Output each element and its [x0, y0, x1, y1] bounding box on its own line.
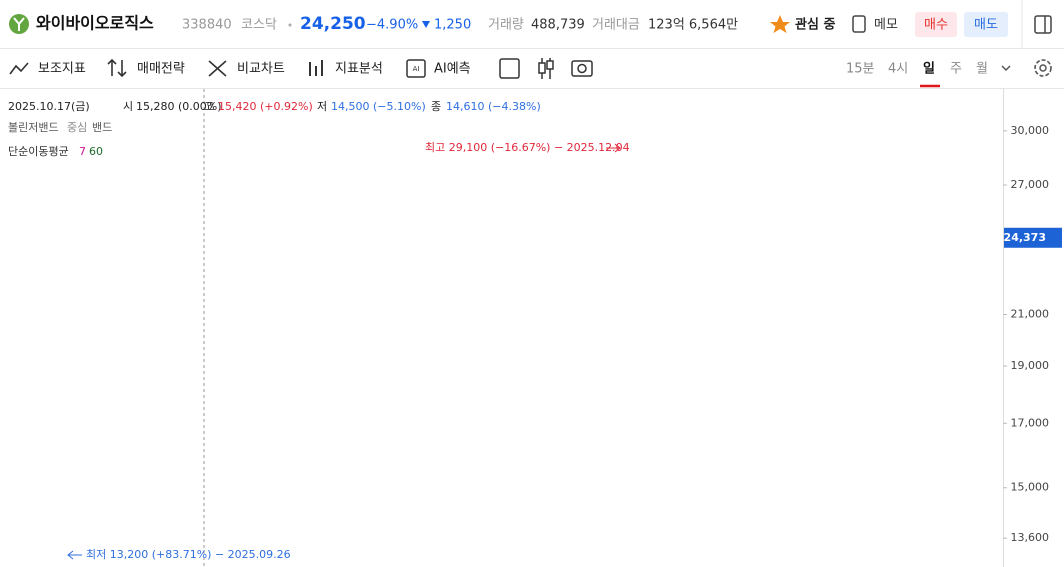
toolbar: AI 보조지표 매매전략 비교차트 지표분석 AI예측 15분 4시 일 주 월: [9, 58, 1052, 88]
stock-code: 338840: [182, 18, 232, 33]
y-tick-label: 27,000: [1011, 178, 1050, 191]
screenshot-lens: [577, 63, 587, 74]
screenshot-tool[interactable]: [571, 60, 593, 77]
info-label: 저: [317, 100, 327, 113]
stock-name: 와이바이오로직스: [36, 14, 154, 33]
current-price-tag: [1004, 227, 1062, 248]
period-button[interactable]: 4시: [888, 62, 908, 77]
change-pct: −4.90%: [366, 18, 418, 33]
y-tick-label: 15,000: [1011, 481, 1050, 494]
settings[interactable]: [1034, 59, 1052, 77]
tool-button[interactable]: 보조지표: [38, 62, 86, 77]
max-annotation: 최고 29,100 (−16.67%) − 2025.12.04: [425, 141, 630, 154]
period-button[interactable]: 일: [923, 62, 935, 77]
y-axis: 30,000 27,000 21,000 19,000 17,000 15,000 13,6…: [1003, 124, 1062, 544]
max-arrow: [606, 143, 621, 153]
tool-icon: [107, 58, 127, 78]
tool-icon: [9, 62, 29, 75]
sell-button-bg[interactable]: [964, 12, 1008, 37]
market: 코스닥: [241, 18, 277, 33]
volume: 488,739: [531, 18, 585, 33]
tool-icon: [309, 60, 323, 76]
turnover: 123억 6,564만: [648, 18, 738, 33]
buy-button[interactable]: 매수: [924, 18, 948, 33]
info-date: 2025.10.17(금): [8, 100, 90, 113]
settings-center: [1039, 64, 1047, 72]
tool-button[interactable]: 지표분석: [335, 62, 383, 77]
min-arrow: [67, 550, 82, 560]
legend-ma-60: 60: [89, 145, 103, 158]
sell-button[interactable]: 매도: [974, 18, 998, 33]
volume-label: 거래량: [488, 18, 524, 33]
y-tick-label: 17,000: [1011, 416, 1050, 429]
legend-ma-7: 7: [79, 145, 86, 158]
min-annotation: 최저 13,200 (+83.71%) − 2025.09.26: [86, 548, 291, 561]
info-low: 14,500 (−5.10%): [331, 100, 426, 113]
memo-button[interactable]: 메모: [874, 18, 898, 33]
candle-tool-body: [546, 60, 554, 70]
current-price-label: 24,373: [1004, 231, 1046, 244]
panel-toggle[interactable]: [1034, 15, 1052, 34]
legend-bollinger-center: 중심: [67, 121, 87, 134]
y-tick-label: 13,600: [1011, 531, 1050, 544]
price: 24,250: [300, 14, 366, 34]
legend-bollinger-band: 밴드: [92, 121, 112, 134]
turnover-label: 거래대금: [592, 18, 640, 33]
period-button[interactable]: 월: [976, 62, 988, 77]
memo-icon[interactable]: [852, 15, 866, 33]
info-label: 종: [431, 100, 441, 113]
logo-mark: [13, 17, 25, 31]
buy-button-bg[interactable]: [915, 12, 957, 37]
header-bg: [0, 0, 1064, 48]
down-arrow: [422, 21, 430, 28]
change: 1,250: [434, 18, 471, 33]
tool-icon: [208, 60, 227, 77]
tool-button[interactable]: AI예측: [434, 62, 471, 77]
info-label: 시: [123, 100, 133, 113]
legend-ma: 단순이동평균: [8, 145, 69, 158]
period-button[interactable]: 15분: [846, 62, 875, 77]
tool-icon: [406, 59, 426, 78]
info-close: 14,610 (−4.38%): [446, 100, 541, 113]
tool-icon-text: AI: [413, 65, 420, 73]
period-more[interactable]: [1001, 65, 1011, 72]
info-open: 15,280 (0.00%): [136, 100, 222, 113]
y-tick-label: 19,000: [1011, 359, 1050, 372]
watch-button[interactable]: 관심 중: [795, 17, 835, 33]
separator: [288, 23, 292, 27]
tool-button[interactable]: 비교차트: [237, 62, 285, 77]
info-label: 고: [204, 100, 214, 113]
period-button[interactable]: 주: [950, 62, 962, 77]
watch-star[interactable]: [770, 15, 790, 33]
y-tick-label: 30,000: [1011, 124, 1050, 137]
chart-labels: 2025.10.17(금) 시 15,280 (0.00%) 고 15,420 …: [8, 100, 630, 561]
candle-tool-body: [538, 62, 546, 74]
legend-bollinger: 볼린저밴드: [8, 121, 59, 134]
tool-button[interactable]: 매매전략: [137, 62, 185, 77]
y-tick-label: 21,000: [1011, 307, 1050, 320]
info-high: 15,420 (+0.92%): [218, 100, 313, 113]
draw-box-tool[interactable]: [499, 58, 520, 79]
